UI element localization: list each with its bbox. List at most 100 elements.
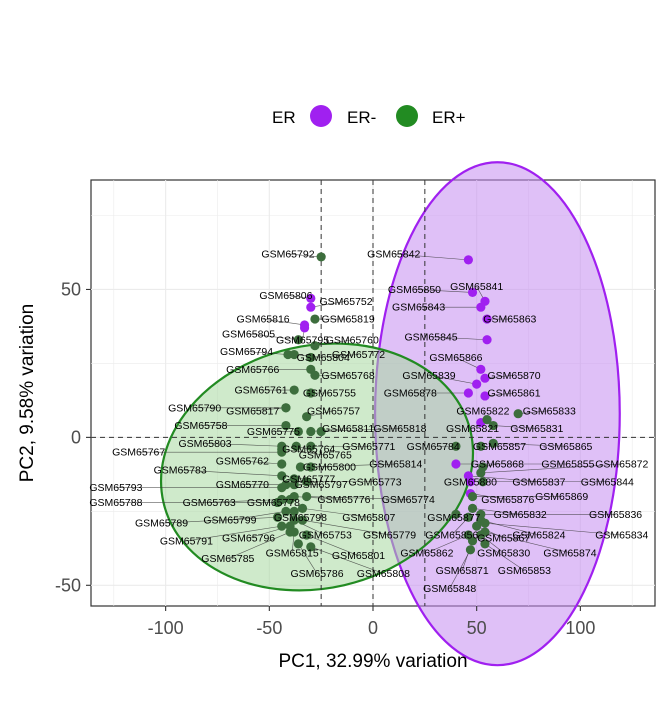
point-label: GSM65776 [317, 494, 370, 506]
label-connector [161, 516, 278, 524]
point-label: GSM65863 [483, 314, 536, 326]
point-label: GSM65755 [303, 388, 356, 400]
point-label: GSM65801 [332, 550, 385, 562]
point-label: GSM65850 [388, 284, 441, 296]
label-connector [298, 543, 318, 574]
label-connector [484, 374, 515, 379]
legend-key-er-neg [310, 105, 332, 127]
point-label: GSM65766 [226, 364, 279, 376]
data-point [306, 388, 316, 398]
data-point [291, 441, 301, 451]
point-label: GSM65778 [247, 497, 300, 509]
data-point [316, 252, 326, 262]
label-connector [263, 318, 305, 326]
point-label: GSM65819 [322, 314, 375, 326]
data-point [310, 341, 320, 351]
x-tick-label: -100 [148, 618, 184, 638]
data-point [289, 480, 299, 490]
label-connector [321, 428, 400, 432]
point-label: GSM65757 [307, 405, 360, 417]
data-point [467, 503, 478, 513]
point-label: GSM65867 [477, 532, 530, 544]
data-point [482, 335, 492, 345]
data-point [297, 503, 308, 513]
label-connector [484, 531, 571, 554]
data-point [281, 506, 291, 516]
point-label: GSM65789 [135, 518, 188, 530]
legend-title: ER [272, 108, 296, 127]
label-connector [180, 469, 282, 477]
point-label: GSM65803 [178, 438, 231, 450]
point-label: GSM65871 [436, 565, 489, 577]
point-label: GSM65834 [595, 530, 648, 542]
label-connector [186, 525, 282, 542]
point-label: GSM65791 [160, 535, 213, 547]
data-point [480, 373, 490, 383]
point-label: GSM65783 [154, 464, 207, 476]
label-connector [287, 253, 322, 258]
point-label: GSM65804 [297, 352, 350, 364]
point-label: GSM65877 [427, 512, 480, 524]
data-point [293, 539, 303, 549]
label-connector [484, 392, 515, 397]
label-connector [227, 531, 291, 559]
label-connector [314, 339, 353, 346]
y-axis-title: PC2, 9.58% variation [17, 304, 38, 483]
reference-lines [91, 180, 655, 606]
point-label: GSM65868 [471, 459, 524, 471]
data-point [465, 545, 476, 555]
data-point [277, 459, 287, 469]
point-label: GSM65811 [322, 423, 374, 435]
point-label: GSM65758 [174, 420, 227, 432]
data-point [451, 441, 461, 451]
point-label: GSM65777 [282, 473, 335, 485]
data-point [302, 530, 312, 540]
data-point [306, 352, 316, 363]
label-connector [480, 519, 539, 536]
point-label: GSM65779 [363, 530, 416, 542]
point-label: GSM65786 [290, 568, 343, 580]
data-point [285, 527, 295, 537]
legend-label-er-pos: ER+ [432, 108, 466, 127]
point-label: GSM65772 [332, 349, 385, 361]
label-connector [242, 460, 282, 465]
point-label: GSM65856 [425, 530, 478, 542]
point-label: GSM65861 [487, 388, 540, 400]
label-connector [493, 442, 566, 447]
point-label: GSM65866 [429, 352, 482, 364]
data-point [480, 539, 490, 549]
point-label: GSM65768 [322, 370, 375, 382]
label-connector [281, 448, 326, 456]
data-point [281, 403, 291, 413]
point-label: GSM65855 [541, 459, 594, 471]
label-connector [302, 508, 369, 518]
point-label: GSM65839 [402, 370, 455, 382]
point-label: GSM65878 [384, 388, 437, 400]
point-label: GSM65800 [303, 461, 356, 473]
point-label: GSM65869 [535, 491, 588, 503]
point-label: GSM65833 [523, 405, 576, 417]
point-label: GSM65853 [498, 565, 551, 577]
data-point [467, 536, 478, 546]
label-connector [426, 534, 469, 554]
point-label: GSM65821 [446, 423, 499, 435]
point-label: GSM65857 [473, 441, 526, 453]
label-connector [248, 333, 299, 341]
point-label: GSM65774 [382, 494, 435, 506]
data-point [463, 255, 473, 265]
x-tick-label: -50 [256, 618, 282, 638]
point-label: GSM65815 [266, 547, 319, 559]
point-label: GSM65872 [595, 459, 648, 471]
data-point [463, 512, 473, 522]
data-point [480, 518, 490, 528]
x-tick-label: 50 [467, 618, 487, 638]
data-point [306, 426, 316, 437]
data-point [476, 468, 486, 478]
point-label: GSM65763 [183, 497, 236, 509]
point-label: GSM65767 [112, 447, 165, 459]
point-label: GSM65764 [282, 444, 335, 456]
data-point [476, 441, 486, 451]
label-connector [306, 534, 359, 556]
data-point [299, 323, 310, 333]
point-label: GSM65822 [456, 405, 509, 417]
